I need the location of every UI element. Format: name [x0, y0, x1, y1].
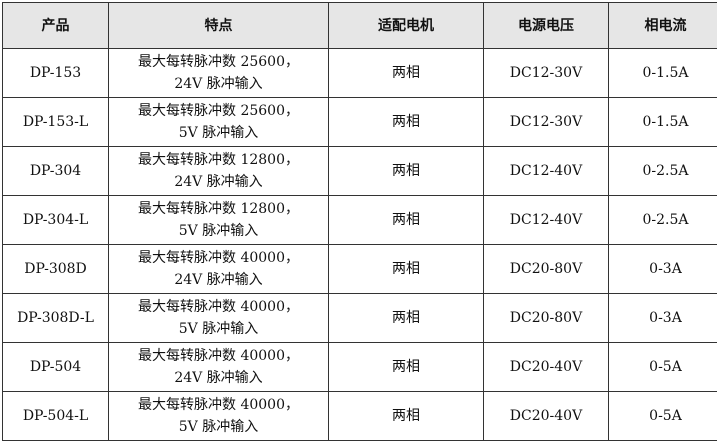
cell-current: 0-2.5A [608, 146, 717, 196]
cell-feature: 最大每转脉冲数 40000， 5V 脉冲输入 [108, 391, 329, 441]
feature-line-1: 最大每转脉冲数 40000， [138, 348, 299, 364]
cell-voltage: DC20-80V [483, 293, 609, 343]
cell-motor: 两相 [328, 97, 484, 147]
cell-voltage: DC20-40V [483, 342, 609, 392]
table-row: DP-304-L 最大每转脉冲数 12800， 5V 脉冲输入 两相 DC12-4… [2, 195, 717, 245]
feature-line-1: 最大每转脉冲数 12800， [138, 152, 299, 168]
feature-line-1: 最大每转脉冲数 40000， [138, 250, 299, 266]
cell-voltage: DC12-40V [483, 146, 609, 196]
cell-motor: 两相 [328, 342, 484, 392]
cell-feature: 最大每转脉冲数 40000， 24V 脉冲输入 [108, 244, 329, 294]
cell-feature: 最大每转脉冲数 40000， 24V 脉冲输入 [108, 342, 329, 392]
cell-current: 0-5A [608, 391, 717, 441]
cell-product: DP-504-L [2, 391, 109, 441]
feature-line-2: 24V 脉冲输入 [174, 272, 263, 288]
cell-voltage: DC20-40V [483, 391, 609, 441]
table-row: DP-153-L 最大每转脉冲数 25600， 5V 脉冲输入 两相 DC12-3… [2, 97, 717, 147]
feature-line-2: 24V 脉冲输入 [174, 76, 263, 92]
feature-line-1: 最大每转脉冲数 25600， [138, 103, 299, 119]
cell-product: DP-153 [2, 48, 109, 98]
feature-line-2: 24V 脉冲输入 [174, 370, 263, 386]
header-feature: 特点 [108, 2, 329, 49]
cell-motor: 两相 [328, 48, 484, 98]
cell-current: 0-1.5A [608, 97, 717, 147]
cell-motor: 两相 [328, 244, 484, 294]
cell-motor: 两相 [328, 195, 484, 245]
table-row: DP-304 最大每转脉冲数 12800， 24V 脉冲输入 两相 DC12-40… [2, 146, 717, 196]
header-voltage: 电源电压 [483, 2, 609, 49]
cell-current: 0-3A [608, 293, 717, 343]
cell-feature: 最大每转脉冲数 40000， 5V 脉冲输入 [108, 293, 329, 343]
cell-feature: 最大每转脉冲数 25600， 24V 脉冲输入 [108, 48, 329, 98]
feature-line-2: 5V 脉冲输入 [178, 223, 259, 239]
cell-product: DP-504 [2, 342, 109, 392]
cell-feature: 最大每转脉冲数 12800， 24V 脉冲输入 [108, 146, 329, 196]
header-motor: 适配电机 [328, 2, 484, 49]
feature-line-1: 最大每转脉冲数 12800， [138, 201, 299, 217]
feature-line-2: 24V 脉冲输入 [174, 174, 263, 190]
table-row: DP-504 最大每转脉冲数 40000， 24V 脉冲输入 两相 DC20-40… [2, 342, 717, 392]
cell-motor: 两相 [328, 391, 484, 441]
cell-current: 0-5A [608, 342, 717, 392]
cell-motor: 两相 [328, 146, 484, 196]
cell-voltage: DC12-30V [483, 48, 609, 98]
cell-voltage: DC12-30V [483, 97, 609, 147]
cell-motor: 两相 [328, 293, 484, 343]
cell-feature: 最大每转脉冲数 12800， 5V 脉冲输入 [108, 195, 329, 245]
cell-feature: 最大每转脉冲数 25600， 5V 脉冲输入 [108, 97, 329, 147]
cell-current: 0-2.5A [608, 195, 717, 245]
cell-product: DP-153-L [2, 97, 109, 147]
cell-product: DP-308D [2, 244, 109, 294]
feature-line-1: 最大每转脉冲数 40000， [138, 397, 299, 413]
feature-line-2: 5V 脉冲输入 [178, 419, 259, 435]
header-row: 产品 特点 适配电机 电源电压 相电流 [2, 2, 717, 49]
table-row: DP-308D-L 最大每转脉冲数 40000， 5V 脉冲输入 两相 DC20-… [2, 293, 717, 343]
cell-current: 0-3A [608, 244, 717, 294]
header-current: 相电流 [608, 2, 717, 49]
feature-line-1: 最大每转脉冲数 25600， [138, 54, 299, 70]
cell-product: DP-304 [2, 146, 109, 196]
feature-line-1: 最大每转脉冲数 40000， [138, 299, 299, 315]
header-product: 产品 [2, 2, 109, 49]
cell-voltage: DC12-40V [483, 195, 609, 245]
table-row: DP-504-L 最大每转脉冲数 40000， 5V 脉冲输入 两相 DC20-4… [2, 391, 717, 441]
feature-line-2: 5V 脉冲输入 [178, 321, 259, 337]
cell-product: DP-308D-L [2, 293, 109, 343]
table-row: DP-308D 最大每转脉冲数 40000， 24V 脉冲输入 两相 DC20-8… [2, 244, 717, 294]
table-row: DP-153 最大每转脉冲数 25600， 24V 脉冲输入 两相 DC12-30… [2, 48, 717, 98]
feature-line-2: 5V 脉冲输入 [178, 125, 259, 141]
cell-voltage: DC20-80V [483, 244, 609, 294]
cell-current: 0-1.5A [608, 48, 717, 98]
cell-product: DP-304-L [2, 195, 109, 245]
